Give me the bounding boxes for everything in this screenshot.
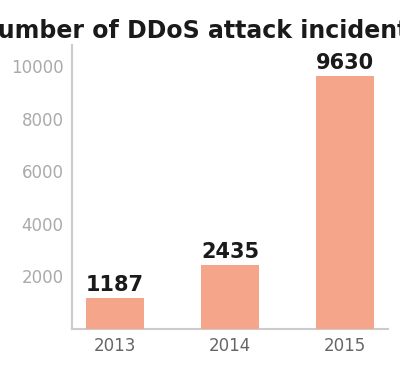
Bar <box>316 76 374 329</box>
Text: 1187: 1187 <box>86 274 144 294</box>
Bar <box>201 265 259 329</box>
Bar <box>86 298 144 329</box>
Text: 2435: 2435 <box>201 242 259 262</box>
Text: Number of DDoS attack incidents: Number of DDoS attack incidents <box>0 19 400 43</box>
Text: 9630: 9630 <box>316 53 374 73</box>
